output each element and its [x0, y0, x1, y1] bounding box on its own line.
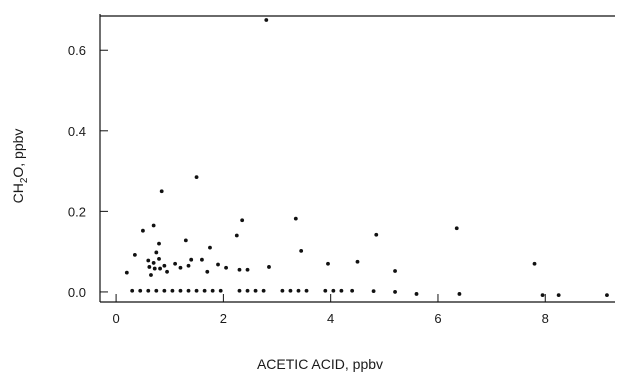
- data-point: [154, 289, 158, 293]
- data-point: [162, 264, 166, 268]
- x-tick-label: 2: [220, 311, 227, 326]
- data-point: [372, 289, 376, 293]
- data-point: [138, 289, 142, 293]
- data-point: [141, 229, 145, 233]
- data-point: [299, 249, 303, 253]
- data-point: [157, 257, 161, 261]
- data-point: [224, 266, 228, 270]
- data-point: [326, 262, 330, 266]
- y-tick-label: 0.6: [68, 43, 86, 58]
- data-point: [162, 289, 166, 293]
- data-point: [246, 268, 250, 272]
- data-point: [323, 289, 327, 293]
- data-point: [246, 289, 250, 293]
- x-ticks: 0 2 4 6 8: [112, 294, 548, 326]
- data-point: [208, 246, 212, 250]
- data-point: [541, 293, 545, 297]
- data-point: [262, 289, 266, 293]
- data-point: [393, 290, 397, 294]
- data-point: [605, 293, 609, 297]
- data-point: [254, 289, 258, 293]
- y-axis-label: CH2O, ppbv: [10, 129, 30, 204]
- data-point: [297, 289, 301, 293]
- data-point: [160, 189, 164, 193]
- data-point: [455, 226, 459, 230]
- data-point: [173, 262, 177, 266]
- data-point: [240, 218, 244, 222]
- data-points: [125, 18, 609, 297]
- data-point: [203, 289, 207, 293]
- y-axis-label-main: CH: [10, 183, 26, 203]
- data-point: [235, 234, 239, 238]
- data-point: [179, 289, 183, 293]
- x-tick-label: 6: [434, 311, 441, 326]
- data-point: [133, 253, 137, 257]
- data-point: [130, 289, 134, 293]
- data-point: [289, 289, 293, 293]
- data-point: [195, 175, 199, 179]
- data-point: [267, 265, 271, 269]
- data-point: [350, 289, 354, 293]
- y-tick-label: 0.4: [68, 124, 86, 139]
- data-point: [152, 224, 156, 228]
- data-point: [195, 289, 199, 293]
- data-point: [189, 258, 193, 262]
- data-point: [238, 268, 242, 272]
- data-point: [280, 289, 284, 293]
- data-point: [219, 289, 223, 293]
- x-tick-label: 8: [542, 311, 549, 326]
- data-point: [340, 289, 344, 293]
- x-axis-label: ACETIC ACID, ppbv: [257, 356, 383, 372]
- data-point: [125, 271, 129, 275]
- data-point: [294, 217, 298, 221]
- data-point: [200, 258, 204, 262]
- x-tick-label: 0: [112, 311, 119, 326]
- data-point: [184, 238, 188, 242]
- data-point: [187, 264, 191, 268]
- y-tick-label: 0.0: [68, 285, 86, 300]
- data-point: [557, 293, 561, 297]
- plot-frame: [100, 14, 615, 302]
- y-ticks: 0.0 0.2 0.4 0.6: [68, 43, 108, 300]
- data-point: [374, 233, 378, 237]
- data-point: [393, 269, 397, 273]
- data-point: [146, 259, 150, 263]
- data-point: [458, 292, 462, 296]
- y-axis-label-rest: O, ppbv: [10, 129, 26, 178]
- data-point: [216, 263, 220, 267]
- y-tick-label: 0.2: [68, 204, 86, 219]
- data-point: [187, 289, 191, 293]
- data-point: [171, 289, 175, 293]
- data-point: [264, 18, 268, 22]
- data-point: [154, 251, 158, 255]
- data-point: [238, 289, 242, 293]
- data-point: [147, 265, 151, 269]
- data-point: [179, 266, 183, 270]
- data-point: [158, 267, 162, 271]
- data-point: [533, 262, 537, 266]
- data-point: [205, 270, 209, 274]
- data-point: [153, 267, 157, 271]
- data-point: [165, 270, 169, 274]
- data-point: [356, 260, 360, 264]
- data-point: [157, 242, 161, 246]
- x-tick-label: 4: [327, 311, 334, 326]
- data-point: [146, 289, 150, 293]
- data-point: [415, 292, 419, 296]
- data-point: [149, 273, 153, 277]
- data-point: [152, 261, 156, 265]
- data-point: [331, 289, 335, 293]
- data-point: [305, 289, 309, 293]
- data-point: [211, 289, 215, 293]
